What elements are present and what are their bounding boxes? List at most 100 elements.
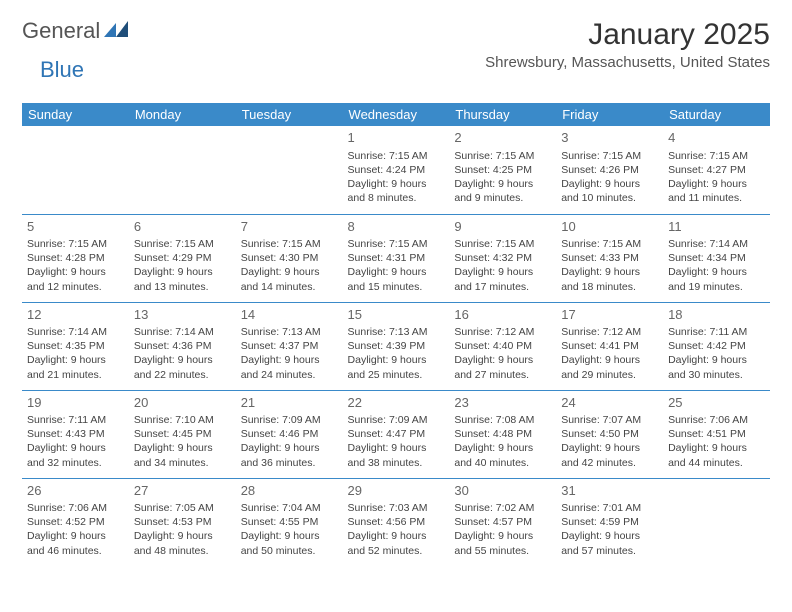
sunrise-text: Sunrise: 7:15 AM bbox=[668, 149, 765, 163]
sunset-text: Sunset: 4:28 PM bbox=[27, 251, 124, 265]
sunrise-text: Sunrise: 7:15 AM bbox=[348, 237, 445, 251]
sunrise-text: Sunrise: 7:07 AM bbox=[561, 413, 658, 427]
calendar-day-cell: 2Sunrise: 7:15 AMSunset: 4:25 PMDaylight… bbox=[449, 126, 556, 214]
day-number: 16 bbox=[454, 306, 551, 324]
calendar-day-cell: 10Sunrise: 7:15 AMSunset: 4:33 PMDayligh… bbox=[556, 214, 663, 302]
sunrise-text: Sunrise: 7:12 AM bbox=[454, 325, 551, 339]
daylight-text: Daylight: 9 hours and 34 minutes. bbox=[134, 441, 231, 469]
sunset-text: Sunset: 4:51 PM bbox=[668, 427, 765, 441]
sunset-text: Sunset: 4:50 PM bbox=[561, 427, 658, 441]
sunset-text: Sunset: 4:33 PM bbox=[561, 251, 658, 265]
calendar-week-row: 5Sunrise: 7:15 AMSunset: 4:28 PMDaylight… bbox=[22, 214, 770, 302]
calendar-day-cell: 5Sunrise: 7:15 AMSunset: 4:28 PMDaylight… bbox=[22, 214, 129, 302]
daylight-text: Daylight: 9 hours and 19 minutes. bbox=[668, 265, 765, 293]
calendar-day-cell: 20Sunrise: 7:10 AMSunset: 4:45 PMDayligh… bbox=[129, 390, 236, 478]
day-number: 20 bbox=[134, 394, 231, 412]
calendar-week-row: 26Sunrise: 7:06 AMSunset: 4:52 PMDayligh… bbox=[22, 478, 770, 566]
sunrise-text: Sunrise: 7:15 AM bbox=[561, 149, 658, 163]
month-title: January 2025 bbox=[485, 18, 770, 52]
calendar-day-cell: 15Sunrise: 7:13 AMSunset: 4:39 PMDayligh… bbox=[343, 302, 450, 390]
calendar-day-cell: 16Sunrise: 7:12 AMSunset: 4:40 PMDayligh… bbox=[449, 302, 556, 390]
sunset-text: Sunset: 4:56 PM bbox=[348, 515, 445, 529]
sunset-text: Sunset: 4:35 PM bbox=[27, 339, 124, 353]
brand-blue: Blue bbox=[40, 57, 84, 82]
sunset-text: Sunset: 4:37 PM bbox=[241, 339, 338, 353]
sunrise-text: Sunrise: 7:03 AM bbox=[348, 501, 445, 515]
sunset-text: Sunset: 4:41 PM bbox=[561, 339, 658, 353]
calendar-day-cell: 22Sunrise: 7:09 AMSunset: 4:47 PMDayligh… bbox=[343, 390, 450, 478]
sunset-text: Sunset: 4:40 PM bbox=[454, 339, 551, 353]
calendar-day-cell bbox=[663, 478, 770, 566]
daylight-text: Daylight: 9 hours and 24 minutes. bbox=[241, 353, 338, 381]
sunrise-text: Sunrise: 7:15 AM bbox=[454, 237, 551, 251]
day-number: 9 bbox=[454, 218, 551, 236]
sunrise-text: Sunrise: 7:04 AM bbox=[241, 501, 338, 515]
calendar-day-cell: 25Sunrise: 7:06 AMSunset: 4:51 PMDayligh… bbox=[663, 390, 770, 478]
day-number: 30 bbox=[454, 482, 551, 500]
day-number: 1 bbox=[348, 129, 445, 147]
sunrise-text: Sunrise: 7:15 AM bbox=[241, 237, 338, 251]
day-number: 6 bbox=[134, 218, 231, 236]
sunset-text: Sunset: 4:27 PM bbox=[668, 163, 765, 177]
day-number: 10 bbox=[561, 218, 658, 236]
day-number: 24 bbox=[561, 394, 658, 412]
daylight-text: Daylight: 9 hours and 55 minutes. bbox=[454, 529, 551, 557]
calendar-day-cell: 7Sunrise: 7:15 AMSunset: 4:30 PMDaylight… bbox=[236, 214, 343, 302]
sunrise-text: Sunrise: 7:06 AM bbox=[668, 413, 765, 427]
weekday-header: Friday bbox=[556, 103, 663, 126]
sunrise-text: Sunrise: 7:11 AM bbox=[668, 325, 765, 339]
calendar-day-cell: 8Sunrise: 7:15 AMSunset: 4:31 PMDaylight… bbox=[343, 214, 450, 302]
sunset-text: Sunset: 4:31 PM bbox=[348, 251, 445, 265]
calendar-week-row: 12Sunrise: 7:14 AMSunset: 4:35 PM Dayligh… bbox=[22, 302, 770, 390]
daylight-text: Daylight: 9 hours and 50 minutes. bbox=[241, 529, 338, 557]
calendar-day-cell: 9Sunrise: 7:15 AMSunset: 4:32 PMDaylight… bbox=[449, 214, 556, 302]
daylight-text: Daylight: 9 hours and 52 minutes. bbox=[348, 529, 445, 557]
day-number: 19 bbox=[27, 394, 124, 412]
calendar-day-cell: 21Sunrise: 7:09 AMSunset: 4:46 PMDayligh… bbox=[236, 390, 343, 478]
day-number: 5 bbox=[27, 218, 124, 236]
daylight-text: Daylight: 9 hours and 32 minutes. bbox=[27, 441, 124, 469]
day-number: 13 bbox=[134, 306, 231, 324]
sunrise-text: Sunrise: 7:15 AM bbox=[134, 237, 231, 251]
sunset-text: Sunset: 4:48 PM bbox=[454, 427, 551, 441]
weekday-header-row: Sunday Monday Tuesday Wednesday Thursday… bbox=[22, 103, 770, 126]
weekday-header: Tuesday bbox=[236, 103, 343, 126]
sunset-text: Sunset: 4:32 PM bbox=[454, 251, 551, 265]
calendar-day-cell: 18Sunrise: 7:11 AMSunset: 4:42 PMDayligh… bbox=[663, 302, 770, 390]
sunset-text: Sunset: 4:43 PM bbox=[27, 427, 124, 441]
sunset-text: Sunset: 4:59 PM bbox=[561, 515, 658, 529]
sunrise-text: Sunrise: 7:12 AM bbox=[561, 325, 658, 339]
calendar-week-row: 19Sunrise: 7:11 AMSunset: 4:43 PMDayligh… bbox=[22, 390, 770, 478]
day-number: 31 bbox=[561, 482, 658, 500]
daylight-text: Daylight: 9 hours and 12 minutes. bbox=[27, 265, 124, 293]
calendar-day-cell bbox=[129, 126, 236, 214]
sunset-text: Sunset: 4:53 PM bbox=[134, 515, 231, 529]
sunset-text: Sunset: 4:30 PM bbox=[241, 251, 338, 265]
sunrise-text: Sunrise: 7:14 AM bbox=[668, 237, 765, 251]
sunrise-text: Sunrise: 7:14 AM bbox=[27, 325, 124, 339]
daylight-text: Daylight: 9 hours and 22 minutes. bbox=[134, 353, 231, 381]
day-number: 3 bbox=[561, 129, 658, 147]
brand-logo: General bbox=[22, 18, 132, 44]
sunset-text: Sunset: 4:42 PM bbox=[668, 339, 765, 353]
sunrise-text: Sunrise: 7:05 AM bbox=[134, 501, 231, 515]
weekday-header: Wednesday bbox=[343, 103, 450, 126]
calendar-week-row: 1Sunrise: 7:15 AMSunset: 4:24 PMDaylight… bbox=[22, 126, 770, 214]
day-number: 18 bbox=[668, 306, 765, 324]
daylight-text: Daylight: 9 hours and 36 minutes. bbox=[241, 441, 338, 469]
calendar-day-cell: 23Sunrise: 7:08 AMSunset: 4:48 PMDayligh… bbox=[449, 390, 556, 478]
sunset-text: Sunset: 4:47 PM bbox=[348, 427, 445, 441]
calendar-day-cell: 12Sunrise: 7:14 AMSunset: 4:35 PMDayligh… bbox=[22, 302, 129, 390]
calendar-day-cell: 11Sunrise: 7:14 AMSunset: 4:34 PMDayligh… bbox=[663, 214, 770, 302]
calendar-day-cell bbox=[22, 126, 129, 214]
day-number: 29 bbox=[348, 482, 445, 500]
day-number: 28 bbox=[241, 482, 338, 500]
calendar-day-cell: 17Sunrise: 7:12 AMSunset: 4:41 PMDayligh… bbox=[556, 302, 663, 390]
day-number: 12 bbox=[27, 306, 124, 324]
calendar-day-cell: 13Sunrise: 7:14 AMSunset: 4:36 PMDayligh… bbox=[129, 302, 236, 390]
day-number: 23 bbox=[454, 394, 551, 412]
sunset-text: Sunset: 4:57 PM bbox=[454, 515, 551, 529]
day-number: 4 bbox=[668, 129, 765, 147]
day-number: 21 bbox=[241, 394, 338, 412]
sunrise-text: Sunrise: 7:08 AM bbox=[454, 413, 551, 427]
